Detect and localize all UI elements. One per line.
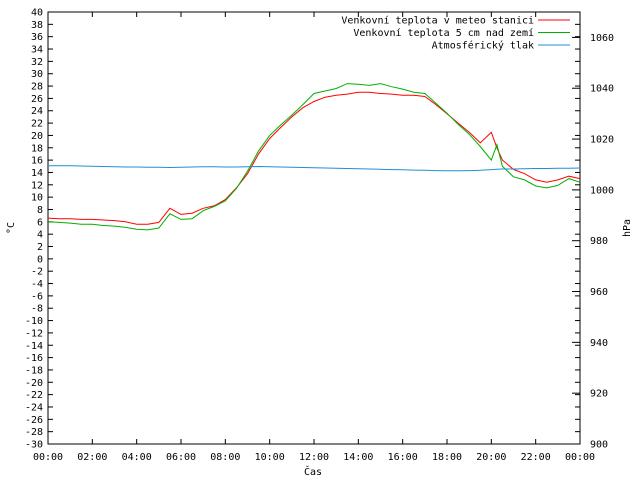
x-tick-label: 08:00 bbox=[210, 452, 240, 463]
y-left-tick-label: -4 bbox=[31, 279, 43, 290]
y-left-tick-label: 12 bbox=[31, 180, 43, 191]
y-left-tick-label: 30 bbox=[31, 69, 43, 80]
y-left-tick-label: 6 bbox=[37, 217, 43, 228]
y-left-tick-label: -14 bbox=[25, 341, 43, 352]
x-tick-label: 22:00 bbox=[521, 452, 551, 463]
y-left-tick-label: 10 bbox=[31, 193, 43, 204]
x-tick-label: 12:00 bbox=[299, 452, 329, 463]
y-left-tick-label: 32 bbox=[31, 57, 43, 68]
series-lines bbox=[47, 83, 581, 231]
y-right-tick-label: 960 bbox=[590, 287, 608, 298]
y-left-tick-label: 0 bbox=[37, 254, 43, 265]
y-left-tick-label: -26 bbox=[25, 415, 43, 426]
x-tick-label: 04:00 bbox=[122, 452, 152, 463]
y-axis-label-left: °C bbox=[6, 222, 17, 234]
y-left-tick-label: -28 bbox=[25, 427, 43, 438]
y-left-tick-label: -8 bbox=[31, 304, 43, 315]
y-left-tick-label: -2 bbox=[31, 267, 43, 278]
legend-label-1: Venkovní teplota v meteo stanici bbox=[341, 15, 534, 27]
y-right-tick-label: 900 bbox=[590, 440, 608, 451]
y-left-tick-label: -30 bbox=[25, 440, 43, 451]
y-left-tick-label: -24 bbox=[25, 402, 43, 413]
y-left-tick-label: -18 bbox=[25, 365, 43, 376]
y-left-tick-label: 34 bbox=[31, 45, 43, 56]
x-tick-label: 00:00 bbox=[565, 452, 595, 463]
series-line-2 bbox=[47, 83, 581, 231]
x-tick-label: 18:00 bbox=[432, 452, 462, 463]
y-left-tick-label: 36 bbox=[31, 32, 43, 43]
y-left-tick-label: 2 bbox=[37, 242, 43, 253]
legend-label-2: Venkovní teplota 5 cm nad zemí bbox=[353, 27, 534, 39]
y-left-tick-label: -16 bbox=[25, 353, 43, 364]
x-tick-label: 00:00 bbox=[33, 452, 63, 463]
x-tick-label: 20:00 bbox=[476, 452, 506, 463]
y-left-tick-label: -22 bbox=[25, 390, 43, 401]
legend-label-3: Atmosférický tlak bbox=[432, 40, 534, 52]
y-right-tick-label: 940 bbox=[590, 338, 608, 349]
x-tick-label: 14:00 bbox=[343, 452, 373, 463]
y-right-tick-label: 920 bbox=[590, 389, 608, 400]
y-left-tick-label: 38 bbox=[31, 20, 43, 31]
y-left-tick-label: 4 bbox=[37, 230, 43, 241]
y-right-tick-label: 1060 bbox=[590, 33, 614, 44]
x-axis-label: Čas bbox=[304, 465, 322, 478]
y-left-tick-label: 40 bbox=[31, 8, 43, 19]
y-left-tick-label: 8 bbox=[37, 205, 43, 216]
y-axis-label-right: hPa bbox=[622, 219, 633, 237]
y-left-tick-label: 28 bbox=[31, 82, 43, 93]
y-left-tick-label: -10 bbox=[25, 316, 43, 327]
x-tick-label: 02:00 bbox=[77, 452, 107, 463]
legend: Venkovní teplota v meteo staniciVenkovní… bbox=[341, 15, 570, 52]
y-left-tick-label: 16 bbox=[31, 156, 43, 167]
y-right-tick-label: 1000 bbox=[590, 185, 614, 196]
axis-ticks: -30-28-26-24-22-20-18-16-14-12-10-8-6-4-… bbox=[25, 8, 614, 464]
y-left-tick-label: 22 bbox=[31, 119, 43, 130]
y-left-tick-label: -20 bbox=[25, 378, 43, 389]
y-right-tick-label: 1040 bbox=[590, 84, 614, 95]
y-left-tick-label: 20 bbox=[31, 131, 43, 142]
y-left-tick-label: 26 bbox=[31, 94, 43, 105]
x-tick-label: 10:00 bbox=[255, 452, 285, 463]
y-left-tick-label: 18 bbox=[31, 143, 43, 154]
y-left-tick-label: -12 bbox=[25, 328, 43, 339]
x-tick-label: 16:00 bbox=[388, 452, 418, 463]
y-right-tick-label: 980 bbox=[590, 236, 608, 247]
series-line-3 bbox=[48, 165, 581, 172]
y-left-tick-label: 24 bbox=[31, 106, 43, 117]
y-left-tick-label: -6 bbox=[31, 291, 43, 302]
y-left-tick-label: 14 bbox=[31, 168, 43, 179]
y-right-tick-label: 1020 bbox=[590, 135, 614, 146]
series-line-1 bbox=[47, 91, 581, 225]
x-tick-label: 06:00 bbox=[166, 452, 196, 463]
